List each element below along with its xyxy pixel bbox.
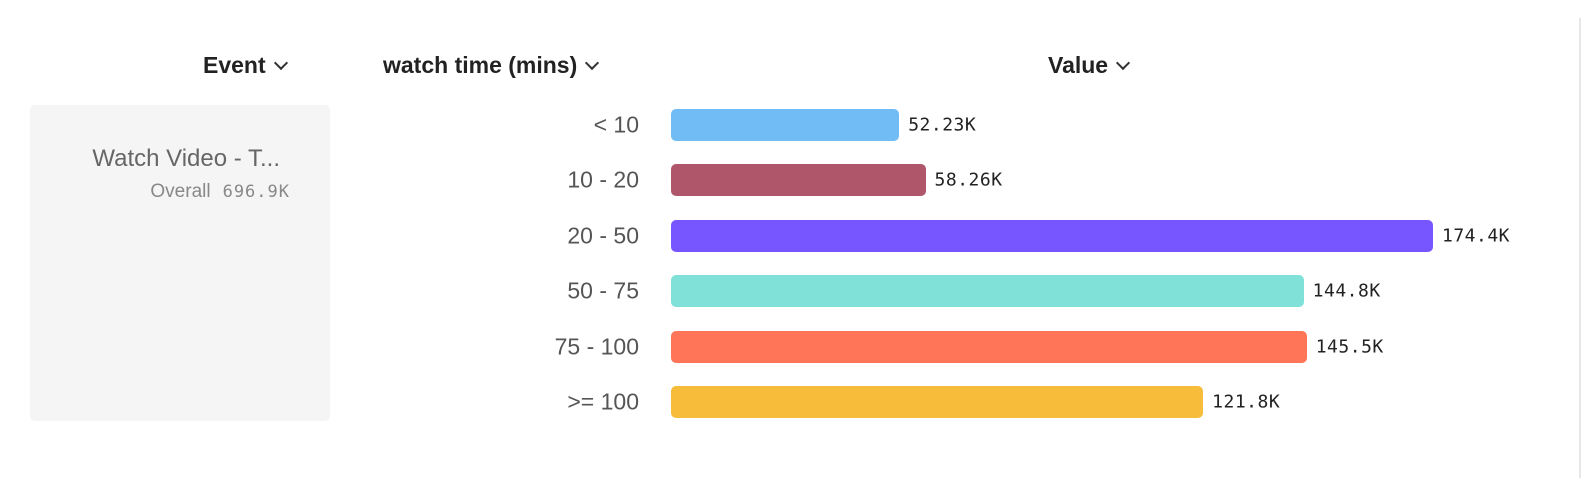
value-header-label: Value [1048, 52, 1109, 78]
value-label: 58.26K [934, 169, 1003, 191]
value-label: 145.5K [1315, 336, 1384, 358]
category-label: >= 100 [567, 388, 639, 415]
value-header[interactable]: Value [1048, 52, 1131, 79]
bar[interactable] [671, 275, 1304, 308]
event-card[interactable]: Watch Video - T... Overall 696.9K [30, 105, 330, 421]
chevron-down-icon [1116, 55, 1131, 70]
value-label: 52.23K [908, 114, 977, 136]
category-label: < 10 [593, 111, 639, 138]
overall-label: Overall [150, 181, 211, 202]
event-name: Watch Video - T... [92, 145, 280, 172]
bar[interactable] [671, 164, 926, 197]
chevron-down-icon [273, 55, 288, 70]
breakdown-header[interactable]: watch time (mins) [383, 52, 600, 79]
bar[interactable] [671, 386, 1204, 418]
value-label: 174.4K [1442, 225, 1511, 247]
value-label: 121.8K [1212, 391, 1281, 413]
bar[interactable] [671, 219, 1433, 252]
value-label: 144.8K [1312, 280, 1381, 302]
bar[interactable] [671, 330, 1307, 363]
chevron-down-icon [585, 55, 600, 70]
divider [1579, 18, 1581, 478]
event-header[interactable]: Event [203, 52, 288, 79]
event-header-label: Event [203, 52, 266, 78]
breakdown-header-label: watch time (mins) [383, 52, 578, 78]
category-label: 75 - 100 [554, 333, 639, 360]
bar[interactable] [671, 109, 900, 141]
overall-value: 696.9K [222, 182, 290, 202]
category-label: 50 - 75 [567, 277, 639, 304]
event-overall: Overall 696.9K [150, 181, 290, 203]
category-label: 10 - 20 [567, 166, 639, 193]
category-label: 20 - 50 [567, 222, 639, 249]
